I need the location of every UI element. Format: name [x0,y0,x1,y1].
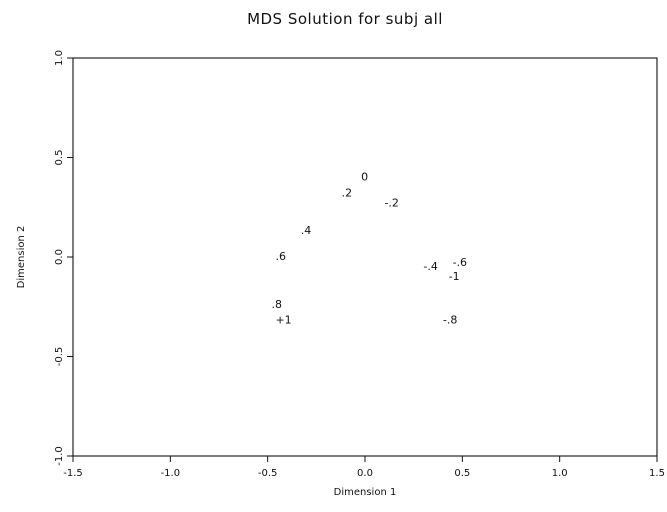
scatter-point: -.2 [384,196,398,209]
x-tick-label: -1.5 [63,468,83,479]
x-axis-label: Dimension 1 [334,487,397,498]
scatter-point: +1 [275,314,291,327]
scatter-point: -.6 [453,256,467,269]
scatter-point: 0 [361,170,368,183]
x-tick-label: 1.5 [649,468,665,479]
scatter-point: -1 [449,270,460,283]
chart-title: MDS Solution for subj all [247,10,443,28]
scatter-point: .6 [275,250,286,263]
y-tick-label: -0.5 [54,347,65,367]
y-axis-ticks: -1.0 -0.5 0.0 0.5 1.0 [54,50,73,466]
y-tick-label: 1.0 [54,50,65,66]
x-tick-label: 0.0 [357,468,373,479]
x-tick-label: -1.0 [161,468,181,479]
x-tick-label: 0.5 [454,468,470,479]
scatter-points: 0 .2 -.2 .4 .6 -.4 -.6-1 .8 +1 -.8 [272,170,468,326]
y-tick-label: -1.0 [54,446,65,466]
plot-frame [72,57,658,457]
x-tick-label: 1.0 [552,468,568,479]
x-tick-label: -0.5 [258,468,278,479]
scatter-point: -.4 [423,260,437,273]
x-axis-ticks: -1.5 -1.0 -0.5 0.0 0.5 1.0 1.5 [63,456,665,479]
scatter-point: -.8 [443,314,457,327]
y-axis-label: Dimension 2 [16,226,27,289]
y-tick-label: 0.5 [54,150,65,166]
scatter-point: .8 [272,298,283,311]
scatter-point: .4 [301,224,312,237]
scatter-point: .2 [342,186,353,199]
y-tick-label: 0.0 [54,249,65,265]
